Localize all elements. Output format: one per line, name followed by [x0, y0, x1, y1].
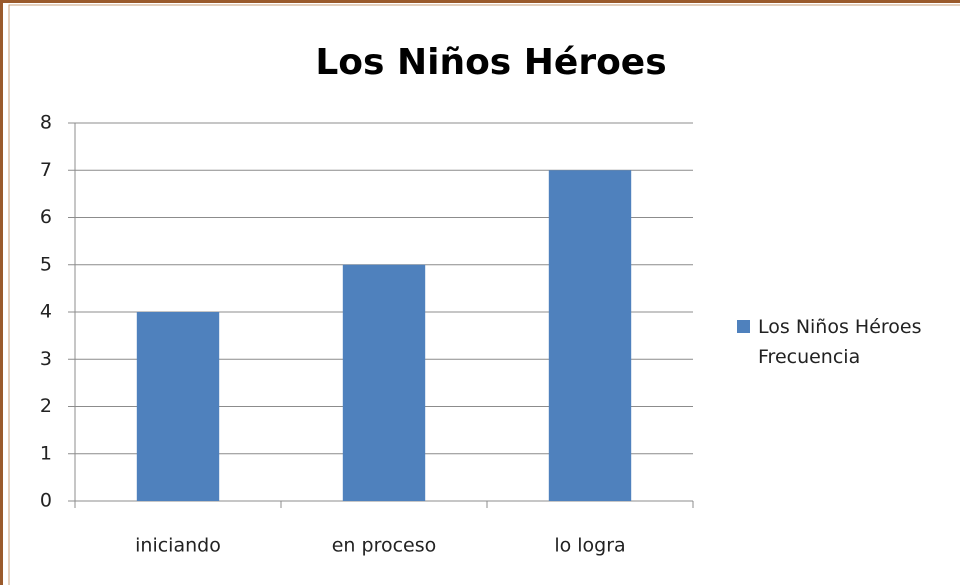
- y-tick-label: 1: [40, 442, 52, 464]
- chart-title: Los Niños Héroes: [315, 42, 666, 83]
- y-tick-label: 3: [40, 348, 52, 370]
- y-tick-label: 8: [40, 112, 52, 134]
- x-tick-label: iniciando: [135, 535, 221, 557]
- y-tick-label: 2: [40, 395, 52, 417]
- y-tick-label: 0: [40, 490, 52, 512]
- legend-swatch: [737, 320, 750, 333]
- bar: [548, 170, 632, 501]
- x-tick-label: en proceso: [332, 535, 437, 557]
- legend-label: Los Niños Héroes Frecuencia: [758, 316, 922, 368]
- frame-inner: [8, 4, 960, 585]
- y-tick-label: 6: [40, 206, 52, 228]
- bar: [342, 264, 426, 501]
- x-tick-label: lo logra: [554, 535, 625, 557]
- bar: [136, 312, 220, 501]
- y-tick-label: 7: [40, 159, 52, 181]
- y-tick-label: 4: [40, 301, 52, 323]
- y-tick-label: 5: [40, 253, 52, 275]
